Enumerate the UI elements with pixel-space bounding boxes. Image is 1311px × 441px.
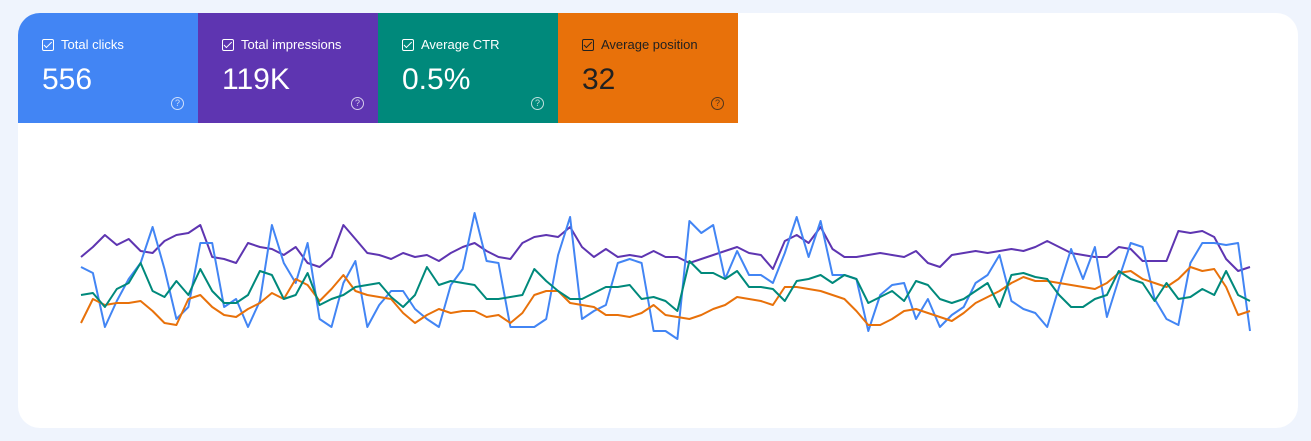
metric-tile-ctr[interactable]: Average CTR 0.5% ? [378,13,558,123]
series-line-total-impressions [80,224,1251,272]
metric-tile-position[interactable]: Average position 32 ? [558,13,738,123]
checkbox-checked-icon[interactable] [42,39,54,51]
help-icon[interactable]: ? [711,97,724,110]
metric-tile-clicks[interactable]: Total clicks 556 ? [18,13,198,123]
performance-line-chart [80,212,1251,340]
metric-label: Total impressions [241,37,342,52]
metric-label: Average position [601,37,698,52]
help-icon[interactable]: ? [351,97,364,110]
checkbox-checked-icon[interactable] [582,39,594,51]
metric-value: 119K [222,63,290,96]
metric-tiles: Total clicks 556 ? Total impressions 119… [18,13,738,123]
metric-value: 556 [42,63,93,96]
metric-value: 32 [582,63,616,96]
metric-label: Average CTR [421,37,500,52]
metric-label: Total clicks [61,37,124,52]
series-line-total-clicks [80,212,1251,340]
series-line-average-ctr [80,260,1251,312]
checkbox-checked-icon[interactable] [402,39,414,51]
checkbox-checked-icon[interactable] [222,39,234,51]
metric-tile-impressions[interactable]: Total impressions 119K ? [198,13,378,123]
metric-value: 0.5% [402,63,471,96]
series-line-average-position [80,266,1251,326]
help-icon[interactable]: ? [171,97,184,110]
help-icon[interactable]: ? [531,97,544,110]
performance-card: Total clicks 556 ? Total impressions 119… [18,13,1298,428]
